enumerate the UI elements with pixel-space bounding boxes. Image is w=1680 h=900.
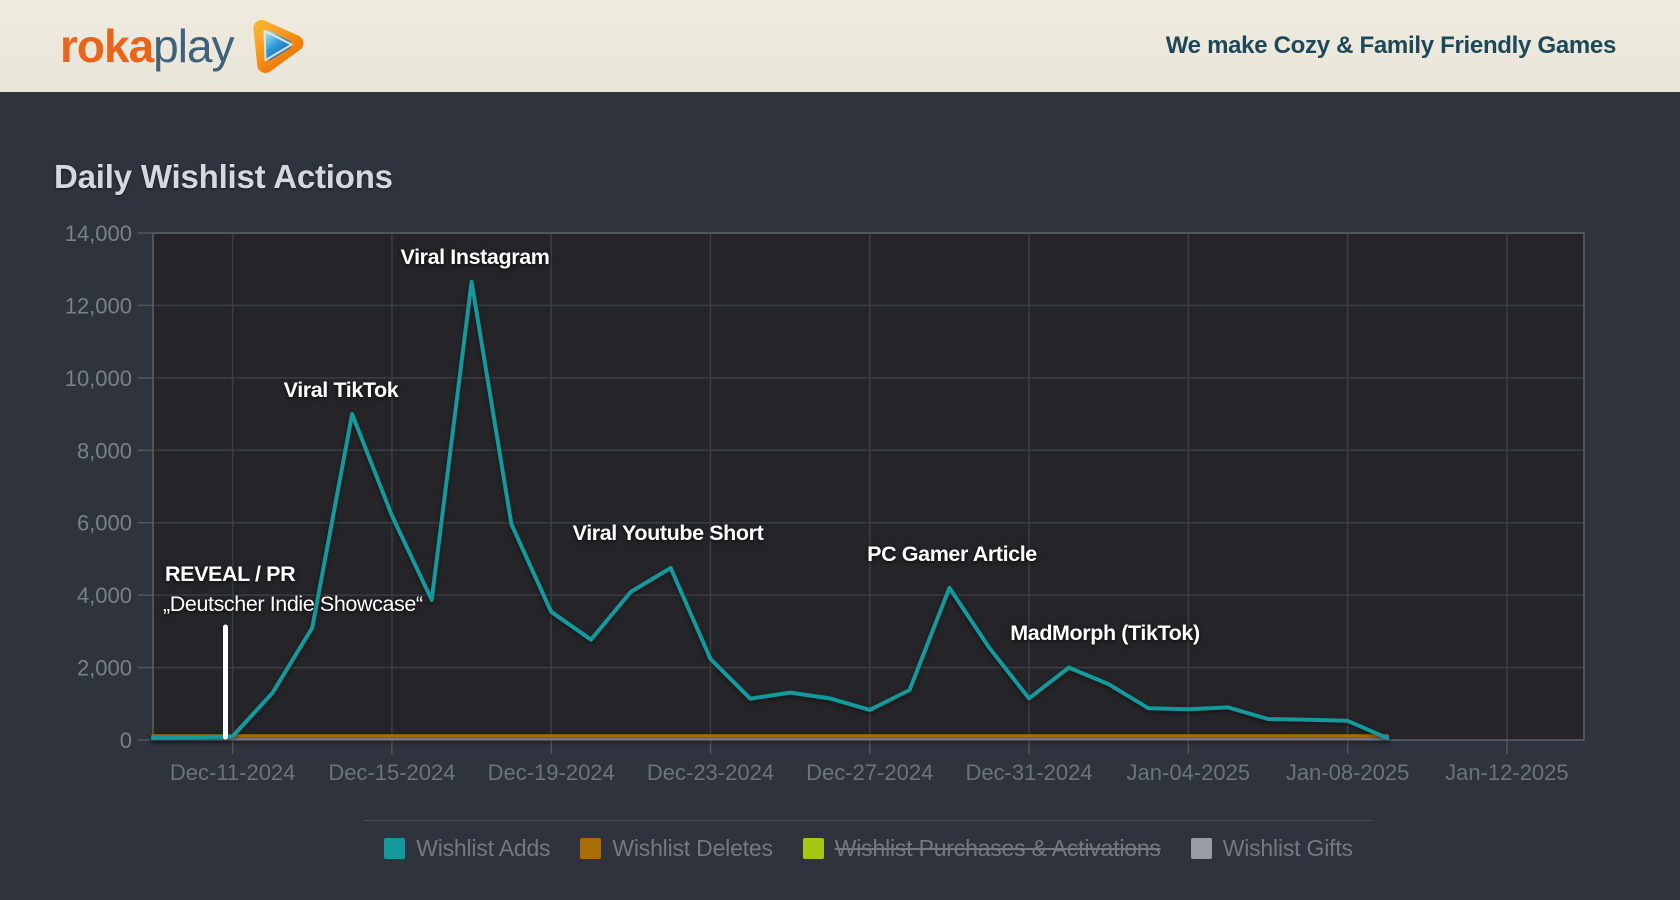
legend-label: Wishlist Deletes bbox=[612, 835, 773, 861]
chart-title: Daily Wishlist Actions bbox=[54, 158, 393, 195]
logo-text-play: play bbox=[153, 20, 234, 72]
rokaplay-logo[interactable]: roka play bbox=[60, 16, 306, 76]
y-tick-label: 8,000 bbox=[77, 438, 132, 463]
annotation: Viral TikTok bbox=[284, 378, 399, 402]
header-tagline: We make Cozy & Family Friendly Games bbox=[1165, 32, 1617, 59]
x-tick-label: Jan-08-2025 bbox=[1286, 760, 1410, 785]
y-tick-label: 2,000 bbox=[77, 656, 132, 681]
annotation: Viral Instagram bbox=[401, 245, 550, 269]
legend-item-wishlist-deletes[interactable]: Wishlist Deletes bbox=[580, 835, 773, 862]
x-tick-label: Jan-04-2025 bbox=[1127, 760, 1251, 785]
annotation: MadMorph (TikTok) bbox=[1010, 621, 1200, 645]
legend-label: Wishlist Purchases & Activations bbox=[834, 835, 1161, 861]
annotation: Viral Youtube Short bbox=[573, 521, 764, 545]
legend-label: Wishlist Gifts bbox=[1222, 835, 1353, 861]
x-tick-label: Jan-12-2025 bbox=[1445, 760, 1569, 785]
y-tick-label: 12,000 bbox=[65, 293, 132, 318]
legend-item-wishlist-adds[interactable]: Wishlist Adds bbox=[384, 835, 551, 862]
y-tick-label: 0 bbox=[120, 728, 132, 753]
x-tick-label: Dec-23-2024 bbox=[647, 760, 774, 785]
annotation: PC Gamer Article bbox=[867, 542, 1037, 566]
y-tick-label: 6,000 bbox=[77, 511, 132, 536]
plot-area bbox=[153, 233, 1584, 740]
legend-label: Wishlist Adds bbox=[416, 835, 551, 861]
legend-swatch-icon bbox=[1190, 838, 1212, 859]
legend-swatch-icon bbox=[580, 838, 602, 859]
legend-item-wishlist-purchases-activations[interactable]: Wishlist Purchases & Activations bbox=[802, 835, 1161, 862]
annotation: REVEAL / PR bbox=[165, 562, 296, 586]
legend-swatch-icon bbox=[802, 838, 824, 859]
legend-item-wishlist-gifts[interactable]: Wishlist Gifts bbox=[1190, 835, 1353, 862]
play-logo-icon bbox=[252, 19, 304, 73]
x-tick-label: Dec-27-2024 bbox=[806, 760, 933, 785]
x-tick-label: Dec-15-2024 bbox=[328, 760, 455, 785]
chart-legend: Wishlist Adds Wishlist Deletes Wishlist Pu… bbox=[153, 820, 1584, 862]
annotation: „Deutscher Indie Showcase“ bbox=[163, 592, 423, 616]
x-tick-label: Dec-19-2024 bbox=[488, 760, 615, 785]
y-tick-label: 10,000 bbox=[65, 366, 132, 391]
site-header: roka play We make Cozy & Family Friendly … bbox=[0, 0, 1680, 92]
x-tick-label: Dec-11-2024 bbox=[170, 760, 296, 785]
y-tick-label: 4,000 bbox=[77, 583, 132, 608]
legend-swatch-icon bbox=[384, 838, 406, 859]
logo-text-roka: roka bbox=[60, 20, 154, 72]
x-tick-label: Dec-31-2024 bbox=[965, 760, 1092, 785]
y-tick-label: 14,000 bbox=[65, 221, 132, 246]
series-wishlist-adds[interactable] bbox=[151, 279, 1390, 741]
legend-box: Wishlist Adds Wishlist Deletes Wishlist Pu… bbox=[364, 820, 1373, 862]
